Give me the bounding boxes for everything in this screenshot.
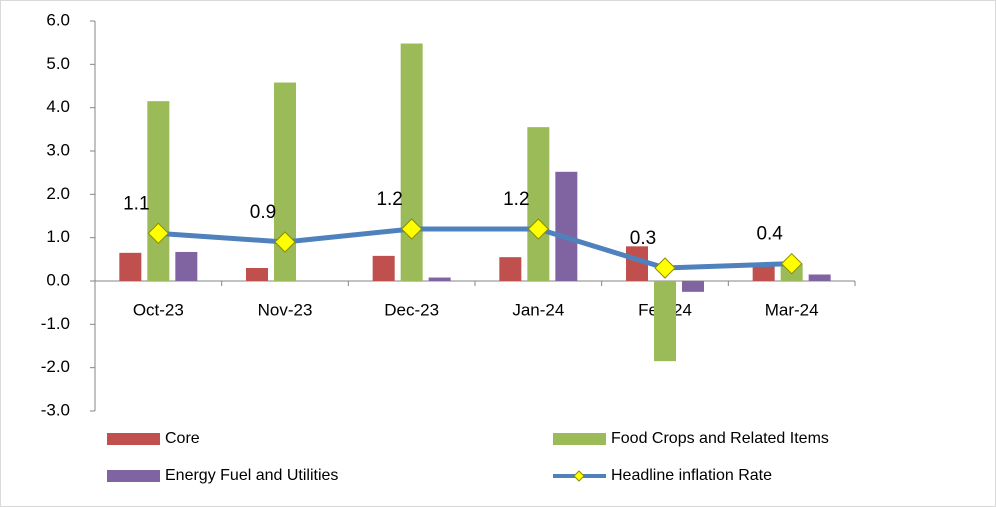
- x-tick-label: Oct-23: [133, 300, 184, 319]
- y-tick-label: 6.0: [46, 10, 70, 29]
- bar: [654, 281, 676, 362]
- y-tick-label: 2.0: [46, 184, 70, 203]
- legend-label: Core: [165, 430, 200, 447]
- marker: [400, 218, 423, 240]
- bar: [147, 101, 170, 282]
- legend-label: Food Crops and Related Items: [611, 430, 829, 447]
- x-tick-label: Nov-23: [258, 300, 313, 319]
- legend-swatch: [107, 433, 160, 445]
- bar: [274, 82, 296, 282]
- line: [158, 226, 792, 271]
- data-label: 0.3: [630, 228, 656, 249]
- y-tick-label: 5.0: [46, 54, 70, 73]
- y-tick-label: -2.0: [41, 357, 70, 376]
- data-label: 1.2: [376, 189, 402, 210]
- bar: [372, 255, 395, 281]
- bar: [246, 268, 268, 281]
- bar: [682, 281, 704, 292]
- x-tick-label: Jan-24: [512, 300, 564, 319]
- bar: [428, 277, 451, 281]
- y-tick-label: 3.0: [46, 140, 70, 159]
- data-label: 0.4: [756, 224, 783, 245]
- x-tick-label: Mar-24: [765, 300, 819, 319]
- legend-label: Headline inflation Rate: [611, 467, 772, 484]
- bar: [808, 274, 831, 281]
- marker: [654, 257, 676, 279]
- marker: [147, 222, 170, 245]
- y-tick-label: 4.0: [46, 97, 70, 116]
- legend-label: Energy Fuel and Utilities: [165, 467, 338, 484]
- bar: [400, 43, 423, 282]
- legend-swatch: [553, 433, 606, 445]
- data-label: 1.1: [123, 193, 149, 214]
- data-label: 1.2: [503, 189, 529, 210]
- marker: [780, 252, 803, 275]
- bar: [175, 251, 198, 281]
- y-tick-label: 0.0: [46, 270, 70, 289]
- marker: [274, 231, 296, 253]
- bar: [527, 127, 550, 282]
- legend-swatch: [573, 470, 585, 482]
- y-tick-label: 1.0: [46, 227, 70, 246]
- bar: [626, 246, 648, 281]
- legend-swatch: [107, 470, 160, 482]
- bar: [555, 171, 578, 281]
- y-tick-label: -1.0: [41, 314, 70, 333]
- marker: [527, 218, 550, 240]
- x-tick-label: Dec-23: [384, 300, 439, 319]
- y-tick-label: -3.0: [41, 400, 70, 419]
- bar: [752, 265, 775, 281]
- data-label: 0.9: [250, 202, 276, 223]
- bar: [499, 257, 522, 281]
- bar: [119, 252, 142, 281]
